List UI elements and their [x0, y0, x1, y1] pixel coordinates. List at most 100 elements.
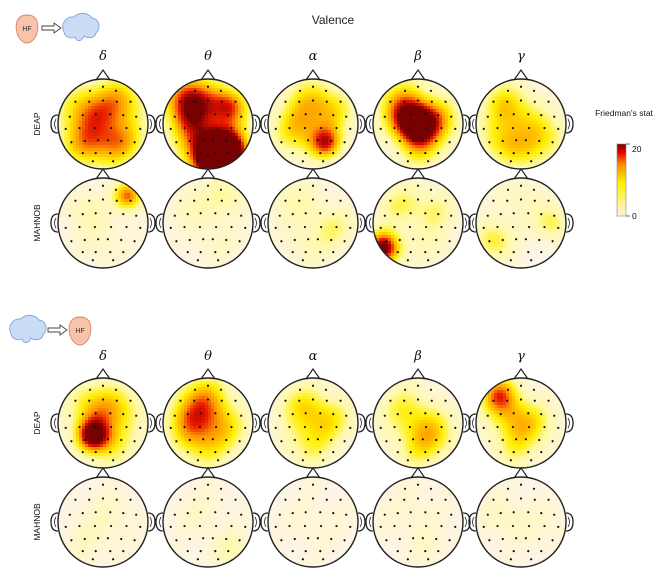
right-ear — [462, 512, 471, 532]
electrode-dot — [528, 425, 531, 429]
electrode-dot — [217, 459, 220, 462]
electrode-dot — [454, 426, 457, 429]
nose — [200, 367, 216, 380]
electrode-dot — [311, 398, 315, 401]
electrode-dot — [114, 388, 118, 391]
topomap — [468, 167, 574, 269]
electrode-dot — [83, 139, 86, 143]
electrode-dot — [437, 412, 440, 416]
electrode-dot — [527, 511, 530, 514]
electrode-dot — [234, 199, 237, 202]
right-ear — [357, 213, 366, 233]
electrode-dot — [234, 399, 237, 402]
electrode-dot — [68, 115, 71, 118]
electrode-dot — [120, 438, 123, 442]
electrode-dot — [311, 85, 315, 88]
electrode-dot — [122, 511, 125, 515]
electrode-dot — [183, 425, 186, 429]
electrode-dot — [540, 212, 543, 216]
electrode-dot — [424, 412, 427, 415]
electrode-dot — [515, 139, 518, 142]
electrode-dot — [227, 511, 230, 515]
electrode-dot — [409, 251, 412, 254]
electrode-dot — [349, 525, 352, 528]
electrode-dot — [482, 426, 485, 429]
electrode-dot — [424, 251, 427, 254]
electrode-dot — [343, 440, 346, 443]
electrode-dot — [88, 100, 91, 103]
electrode-dot — [122, 251, 125, 254]
electrode-dot — [214, 451, 217, 454]
electrode-dot — [64, 127, 67, 130]
electrode-dot — [81, 511, 84, 515]
electrode-dot — [393, 524, 396, 528]
electrode-dot — [543, 126, 546, 130]
electrode-dot — [291, 113, 294, 117]
left-ear — [468, 213, 477, 233]
electrode-dot — [129, 100, 132, 103]
electrode-dot — [499, 113, 502, 117]
electrode-dot — [220, 100, 223, 103]
electrode-dot — [339, 199, 342, 202]
electrode-dot — [319, 152, 322, 155]
right-ear — [147, 413, 156, 433]
electrode-dot — [448, 539, 451, 542]
left-ear — [50, 413, 59, 433]
left-ear — [155, 213, 164, 233]
electrode-dot — [83, 238, 86, 242]
electrode-dot — [519, 85, 523, 88]
electrode-dot — [403, 188, 407, 191]
electrode-dot — [543, 225, 546, 229]
electrode-dot — [199, 212, 202, 215]
electrode-dot — [325, 498, 328, 501]
electrode-dot — [511, 425, 514, 429]
electrode-dot — [227, 113, 230, 117]
electrode-dot — [88, 89, 92, 92]
topomap — [50, 68, 156, 170]
hf-label: HF — [22, 26, 31, 33]
electrode-dot — [547, 100, 550, 103]
electrode-dot — [101, 384, 105, 387]
electrode-dot — [412, 537, 415, 540]
electrode-dot — [538, 537, 541, 541]
electrode-dot — [416, 99, 420, 102]
right-ear — [357, 413, 366, 433]
electrode-dot — [424, 550, 427, 553]
electrode-dot — [440, 524, 443, 528]
right-ear — [357, 114, 366, 134]
electrode-dot — [547, 399, 550, 402]
electrode-dot — [322, 459, 325, 462]
electrode-dot — [64, 426, 67, 429]
electrode-dot — [492, 498, 495, 501]
electrode-dot — [506, 388, 510, 391]
electrode-dot — [424, 113, 427, 116]
electrode-dot — [284, 399, 287, 402]
electrode-dot — [430, 100, 433, 103]
electrode-dot — [553, 414, 556, 417]
electrode-dot — [532, 188, 536, 191]
electrode-dot — [304, 412, 307, 415]
electrode-dot — [540, 412, 543, 416]
electrode-dot — [122, 212, 125, 216]
electrode-dot — [291, 212, 294, 216]
electrode-dot — [335, 126, 338, 130]
electrode-dot — [427, 160, 430, 163]
brain-to-hf-icon: HF — [9, 314, 92, 346]
electrode-dot — [74, 498, 77, 501]
electrode-dot — [319, 212, 322, 215]
electrode-dot — [311, 198, 315, 201]
electrode-dot — [301, 160, 304, 163]
electrode-dot — [186, 412, 189, 416]
electrode-dot — [81, 550, 84, 553]
electrode-dot — [206, 497, 210, 500]
electrode-dot — [430, 199, 433, 202]
electrode-dot — [440, 225, 443, 229]
electrode-dot — [238, 141, 241, 144]
electrode-dot — [530, 459, 533, 462]
electrode-dot — [193, 487, 197, 490]
electrode-dot — [74, 399, 77, 402]
electrode-dot — [339, 100, 342, 103]
head-outline — [267, 177, 359, 269]
topomap — [365, 466, 471, 568]
electrode-dot — [110, 225, 113, 229]
